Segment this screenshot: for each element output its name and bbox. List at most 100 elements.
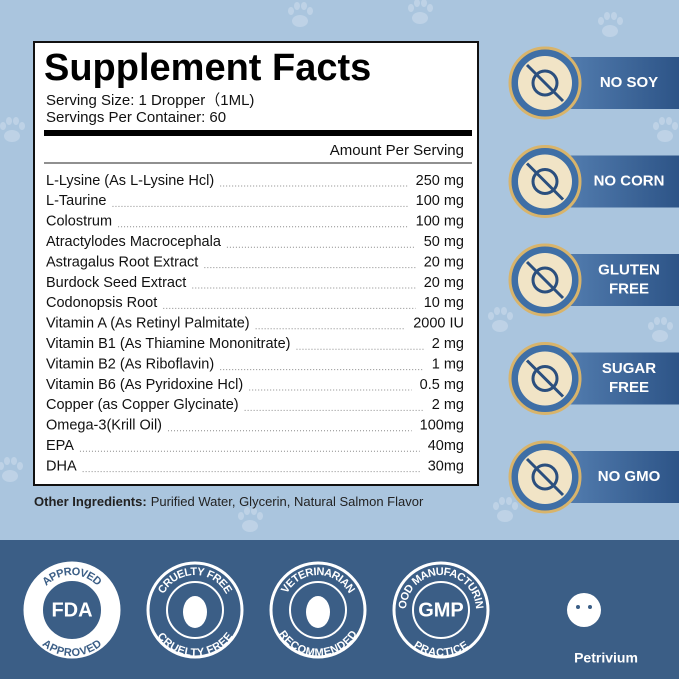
ingredient-name: Omega-3(Krill Oil) [46, 418, 162, 434]
ingredient-name: Burdock Seed Extract [46, 275, 186, 291]
badge-icon [531, 463, 559, 491]
paw-toe [499, 497, 505, 505]
paw-print [408, 0, 433, 24]
paw-print [493, 497, 518, 522]
seal-emblem [306, 596, 330, 628]
paw-toe [251, 507, 257, 515]
paw-print [0, 457, 23, 482]
paw-pad [657, 130, 673, 142]
badge-label: NO CORN [594, 172, 665, 189]
paw-toe [617, 17, 623, 25]
paw-toe [11, 457, 17, 465]
paw-toe [506, 497, 512, 505]
brand-eye [576, 605, 580, 609]
paw-toe [4, 457, 10, 465]
paw-toe [0, 122, 6, 130]
badge-icon [531, 168, 559, 195]
paw-toe [408, 4, 414, 12]
ingredient-name: EPA [46, 438, 74, 454]
paw-toe [611, 12, 617, 20]
paw-toe [494, 307, 500, 315]
paw-pad [412, 12, 428, 24]
paw-toe [653, 122, 659, 130]
servings-per-container: Servings Per Container: 60 [46, 109, 226, 126]
ingredient-amount: 10 mg [424, 295, 464, 311]
paw-toe [661, 317, 667, 325]
paw-toe [414, 0, 420, 7]
badge-icon [531, 365, 559, 392]
paw-pad [652, 330, 668, 342]
paw-print [598, 12, 623, 37]
badge-icon [531, 69, 559, 97]
paw-toe [501, 307, 507, 315]
ingredient-amount: 2 mg [432, 397, 464, 413]
seal-bottom-text: PRACTICE [412, 639, 471, 659]
paw-toe [421, 0, 427, 7]
other-ingredients-label: Other Ingredients: [34, 494, 147, 509]
paw-toe [301, 2, 307, 10]
facts-panel [33, 41, 479, 486]
paw-toe [238, 512, 244, 520]
paw-toe [654, 317, 660, 325]
paw-toe [19, 122, 25, 130]
paw-pad [242, 520, 258, 532]
ingredient-name: Astragalus Root Extract [46, 254, 198, 270]
badge-label: GLUTEN [598, 261, 660, 278]
ingredient-name: DHA [46, 458, 77, 474]
paw-pad [492, 320, 508, 332]
badge-slash [525, 162, 565, 201]
paw-print [653, 117, 678, 142]
amount-header: Amount Per Serving [330, 142, 464, 159]
ingredient-amount: 0.5 mg [420, 377, 464, 393]
paw-toe [648, 322, 654, 330]
paw-toe [17, 462, 23, 470]
ingredient-name: Colostrum [46, 214, 112, 230]
ingredient-amount: 100 mg [416, 193, 464, 209]
ingredient-name: L-Lysine (As L-Lysine Hcl) [46, 173, 214, 189]
ingredient-name: Vitamin B2 (As Riboflavin) [46, 356, 214, 372]
ingredient-name: Vitamin B6 (As Pyridoxine Hcl) [46, 377, 243, 393]
paw-toe [488, 312, 494, 320]
serving-size: Serving Size: 1 Dropper（1ML) [46, 92, 254, 109]
badge-slash [525, 359, 565, 398]
ingredient-amount: 2000 IU [413, 316, 464, 332]
ingredient-amount: 100 mg [416, 214, 464, 230]
seal-inner [412, 581, 470, 639]
badge-label: SUGAR [602, 360, 656, 377]
seal-bottom: PRACTICE [412, 639, 471, 659]
ingredient-amount: 20 mg [424, 254, 464, 270]
paw-toe [667, 322, 673, 330]
seal-outer [146, 561, 244, 659]
paw-toe [659, 117, 665, 125]
badge-label: FREE [609, 280, 649, 297]
ingredient-amount: 1 mg [432, 356, 464, 372]
ingredient-name: Vitamin A (As Retinyl Palmitate) [46, 316, 250, 332]
paw-pad [497, 510, 513, 522]
ingredient-amount: 100mg [420, 418, 464, 434]
paw-toe [666, 117, 672, 125]
badge-slash [525, 457, 565, 497]
paw-toe [307, 7, 313, 15]
seal-center: FDA [51, 599, 92, 621]
paw-toe [13, 117, 19, 125]
brand-icon [567, 593, 601, 627]
paw-toe [0, 462, 4, 470]
seal-inner [43, 581, 101, 639]
seal-outer [269, 561, 367, 659]
badge-label: NO GMO [598, 468, 661, 485]
paw-pad [4, 130, 20, 142]
ingredient-amount: 2 mg [432, 336, 464, 352]
paw-toe [257, 512, 263, 520]
facts-title: Supplement Facts [44, 47, 371, 89]
ingredient-amount: 250 mg [416, 173, 464, 189]
brand-eye [588, 605, 592, 609]
seal-center: GMP [418, 599, 464, 621]
paw-toe [6, 117, 12, 125]
paw-toe [507, 312, 513, 320]
paw-pad [2, 470, 18, 482]
seal-inner [166, 581, 224, 639]
ingredient-name: L-Taurine [46, 193, 106, 209]
paw-toe [598, 17, 604, 25]
paw-pad [292, 15, 308, 27]
